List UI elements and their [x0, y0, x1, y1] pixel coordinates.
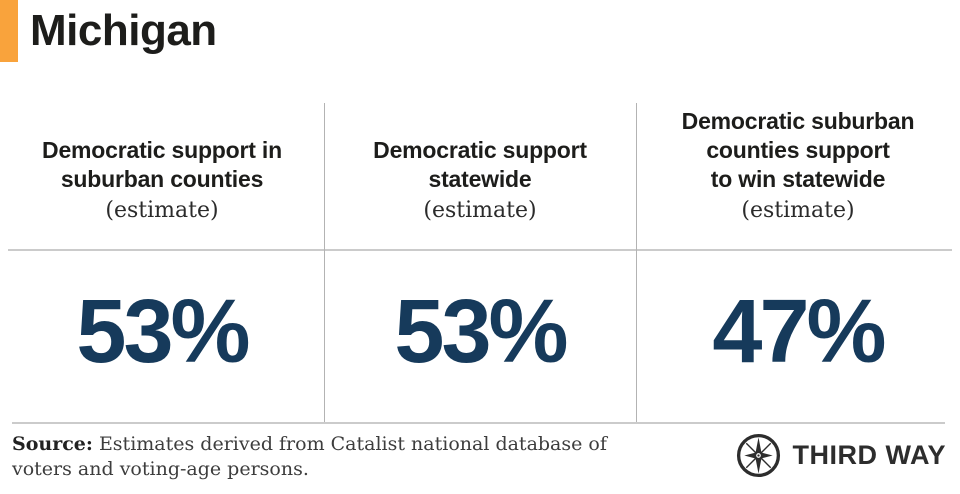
- column-header: Democratic support in suburban counties …: [0, 100, 324, 250]
- column-suburban-support: Democratic support in suburban counties …: [0, 100, 324, 423]
- column-heading: Democratic support in suburban counties: [42, 137, 282, 192]
- source-label: Source:: [12, 433, 93, 455]
- column-header: Democratic suburban counties support to …: [636, 100, 960, 250]
- column-heading: Democratic support statewide: [373, 137, 587, 192]
- column-header: Democratic support statewide (estimate): [324, 100, 636, 250]
- stat-value: 53%: [394, 281, 568, 382]
- estimate-qualifier: (estimate): [741, 198, 855, 223]
- header-divider-line: [8, 249, 952, 251]
- compass-icon: [737, 433, 781, 478]
- third-way-logo: THIRD WAY: [735, 432, 946, 479]
- estimate-qualifier: (estimate): [423, 198, 537, 223]
- estimate-qualifier: (estimate): [105, 198, 219, 223]
- column-divider: [324, 103, 325, 423]
- column-heading: Democratic suburban counties support to …: [681, 108, 915, 192]
- stat-value-cell: 53%: [0, 250, 324, 423]
- stat-value: 53%: [76, 281, 250, 382]
- logo-text: THIRD WAY: [792, 440, 946, 470]
- footer-divider-line: [12, 422, 945, 424]
- stat-value: 47%: [712, 281, 886, 382]
- column-statewide-support: Democratic support statewide (estimate) …: [324, 100, 636, 423]
- column-divider: [636, 103, 637, 423]
- stat-value-cell: 47%: [636, 250, 960, 423]
- footer: Source: Estimates derived from Catalist …: [12, 430, 946, 482]
- accent-bar: [0, 0, 18, 62]
- column-support-to-win: Democratic suburban counties support to …: [636, 100, 960, 423]
- source-note: Source: Estimates derived from Catalist …: [12, 432, 672, 482]
- source-text: Estimates derived from Catalist national…: [12, 433, 607, 480]
- stat-value-cell: 53%: [324, 250, 636, 423]
- stats-board: Democratic support in suburban counties …: [0, 100, 960, 423]
- page-title: Michigan: [30, 6, 217, 55]
